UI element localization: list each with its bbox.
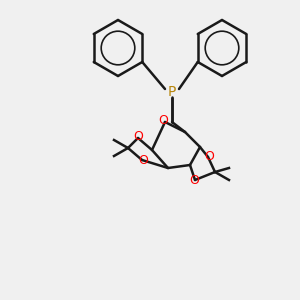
Text: O: O xyxy=(133,130,143,143)
Text: P: P xyxy=(168,85,176,99)
Text: O: O xyxy=(138,154,148,167)
Text: O: O xyxy=(204,149,214,163)
Text: O: O xyxy=(158,113,168,127)
Text: O: O xyxy=(189,175,199,188)
